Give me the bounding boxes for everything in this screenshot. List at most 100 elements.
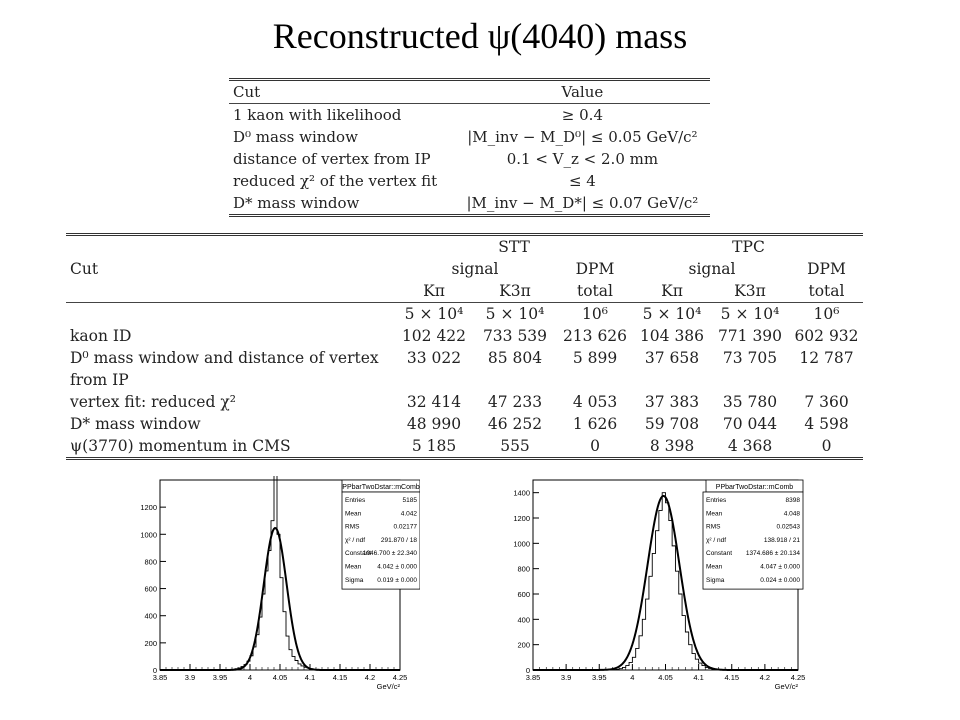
counts-header-sub2: Kπ K3π total Kπ K3π total	[66, 280, 863, 303]
histogram-stt: 3.85 3.9 3.95 4 4.05 4.1 4.15 4.2 4.25 0 200 400 600…	[140, 476, 420, 691]
cut-value: ≤ 4	[568, 172, 596, 190]
y-tick-label: 600	[517, 590, 530, 599]
x-tick-label: 4.15	[724, 673, 739, 682]
y-tick-label: 1400	[513, 489, 530, 498]
x-tick-label: 3.95	[592, 673, 607, 682]
cut-value: ≥ 0.4	[561, 106, 603, 124]
cut-name: reduced χ² of the vertex fit	[233, 172, 438, 190]
total-value: 5 × 10⁴	[394, 302, 474, 325]
table-row: D⁰ mass window |M_inv − M_D⁰| ≤ 0.05 GeV/…	[229, 126, 710, 148]
cuts-header-value: Value	[454, 79, 710, 104]
group-header-stt: STT	[498, 238, 530, 256]
cell-value: 0	[590, 437, 600, 455]
stats-label: Sigma	[706, 577, 725, 584]
row-cut: ψ(3770) momentum in CMS	[70, 437, 291, 455]
x-tick-label: 4.25	[791, 673, 806, 682]
table-row: reduced χ² of the vertex fit ≤ 4	[229, 170, 710, 192]
sub-header-channel: total	[577, 282, 613, 300]
table-row: D⁰ mass window and distance of vertex 33…	[66, 347, 863, 369]
cell-value: 46 252	[487, 415, 543, 433]
counts-header-groups: STT TPC	[66, 235, 863, 259]
stats-value: 4.048	[784, 510, 801, 517]
x-tick-label: 4	[630, 673, 634, 682]
stats-label: Entries	[345, 497, 366, 504]
counts-header-cut: Cut	[70, 260, 99, 278]
cell-value: 1 626	[572, 415, 618, 433]
x-tick-label: 4.05	[658, 673, 673, 682]
cell-value: 733 539	[482, 327, 548, 345]
slide-title: Reconstructed ψ(4040) mass	[272, 16, 688, 56]
cell-value: 35 780	[722, 393, 778, 411]
stats-value: 4.047 ± 0.000	[760, 564, 800, 571]
x-tick-label: 4.1	[305, 673, 315, 682]
cell-value: 32 414	[406, 393, 462, 411]
stats-label: Mean	[706, 510, 723, 517]
cell-value	[474, 369, 556, 391]
cut-name: 1 kaon with likelihood	[233, 106, 402, 124]
histogram-title: PPbarTwoDstar::mComb	[342, 484, 420, 491]
cell-value: 602 932	[794, 327, 859, 345]
x-tick-label: 3.9	[185, 673, 195, 682]
x-tick-label: 3.85	[526, 673, 541, 682]
cell-value: 70 044	[722, 415, 778, 433]
cell-value	[556, 369, 634, 391]
cuts-header-cut: Cut	[229, 79, 455, 104]
cell-value	[634, 369, 710, 391]
stats-value: 4.042 ± 0.000	[377, 564, 417, 571]
cell-value: 4 368	[727, 437, 773, 455]
sub-header-dpm: DPM	[807, 260, 846, 278]
sub-header-channel: Kπ	[661, 282, 683, 300]
y-tick-label: 800	[517, 565, 530, 574]
cell-value: 12 787	[799, 349, 854, 367]
stats-label: Mean	[345, 564, 362, 571]
y-tick-label: 400	[144, 612, 157, 621]
cuts-table-header: Cut Value	[229, 79, 710, 104]
sub-header-signal: signal	[688, 260, 736, 278]
stats-value: 0.024 ± 0.000	[760, 577, 800, 584]
cell-value: 48 990	[406, 415, 462, 433]
stats-box	[341, 491, 420, 590]
sub-header-channel: K3π	[499, 282, 531, 300]
cell-value: 104 386	[639, 327, 705, 345]
cuts-table: Cut Value 1 kaon with likelihood ≥ 0.4 D⁰…	[229, 78, 710, 217]
cell-value	[790, 369, 863, 391]
stats-value: 1046.700 ± 22.340	[363, 550, 418, 557]
stats-value: 8398	[786, 497, 801, 504]
table-row: distance of vertex from IP 0.1 < V_z < 2.…	[229, 148, 710, 170]
cut-name: D⁰ mass window	[233, 128, 358, 146]
stats-value: 0.02543	[777, 524, 801, 531]
row-cut: from IP	[70, 371, 129, 389]
x-tick-label: 4.15	[333, 673, 348, 682]
cell-value: 37 658	[644, 349, 700, 367]
fit-curve	[533, 494, 798, 671]
stats-label: RMS	[706, 524, 721, 531]
cell-value: 47 233	[487, 393, 543, 411]
sub-header-channel: Kπ	[423, 282, 445, 300]
cell-value: 33 022	[406, 349, 462, 367]
counts-header-sub1: Cut signal DPM signal DPM	[66, 258, 863, 280]
total-value: 5 × 10⁴	[474, 302, 556, 325]
cell-value	[710, 369, 790, 391]
y-tick-label: 1200	[140, 503, 157, 512]
cell-value: 771 390	[717, 327, 783, 345]
cell-value: 4 053	[572, 393, 618, 411]
stats-label: RMS	[345, 524, 360, 531]
x-axis-label: GeV/c²	[775, 682, 799, 691]
y-tick-label: 1200	[513, 514, 530, 523]
x-tick-label: 4.2	[365, 673, 375, 682]
stats-box	[702, 491, 804, 590]
y-tick-label: 200	[144, 639, 157, 648]
cut-value: 0.1 < V_z < 2.0 mm	[506, 150, 659, 168]
total-value: 5 × 10⁴	[634, 302, 710, 325]
x-tick-label: 4	[248, 673, 252, 682]
stats-value: 5185	[403, 497, 418, 504]
cell-value: 102 422	[401, 327, 467, 345]
table-row: vertex fit: reduced χ² 32 414 47 233 4 0…	[66, 391, 863, 413]
stats-label: Entries	[706, 497, 727, 504]
total-value: 10⁶	[790, 302, 863, 325]
x-tick-label: 4.25	[393, 673, 408, 682]
y-tick-label: 400	[517, 615, 530, 624]
cell-value: 4 598	[804, 415, 849, 433]
stats-value: 138.918 / 21	[764, 537, 801, 544]
y-tick-label: 800	[144, 557, 157, 566]
